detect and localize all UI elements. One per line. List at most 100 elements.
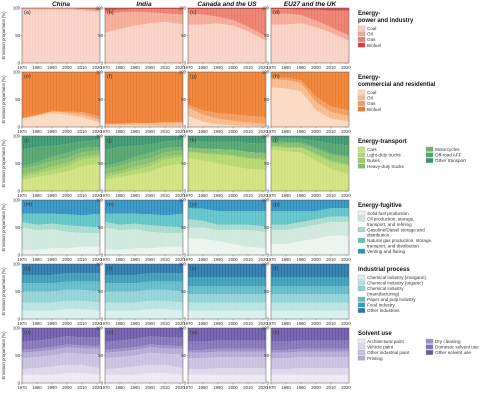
area-other-transport [105, 136, 183, 150]
y-tick-label: 100 [13, 198, 21, 203]
y-tick-label: 100 [179, 6, 187, 11]
x-tick-label: 1970 [266, 129, 276, 134]
x-tick-label: 1970 [100, 129, 110, 134]
x-tick-label: 2020 [175, 257, 185, 262]
area-gas [105, 122, 183, 124]
y-tick-label: 50 [264, 161, 269, 166]
legend-label-gas: Gas [367, 37, 376, 42]
x-tick-label: 2000 [62, 385, 72, 390]
x-tick-label: 1990 [47, 321, 57, 326]
x-tick-label: 2000 [62, 321, 72, 326]
legend-swatch [357, 31, 366, 37]
x-tick-label: 1970 [17, 65, 27, 70]
x-tick-label: 1990 [130, 65, 140, 70]
y-tick-label: 0 [184, 125, 187, 130]
y-tick-label: 100 [262, 6, 270, 11]
area-architectural-paint [188, 374, 266, 383]
x-tick-label: 1990 [47, 65, 57, 70]
x-tick-label: 1970 [183, 65, 193, 70]
x-tick-label: 1980 [32, 65, 42, 70]
y-tick-label: 100 [262, 262, 270, 267]
legend-label-other-industrial-paint: Other industrial paint [367, 350, 410, 355]
x-tick-label: 1970 [266, 385, 276, 390]
legend-swatch [357, 302, 366, 308]
y-tick-label: 50 [181, 353, 186, 358]
x-tick-label: 1970 [100, 385, 110, 390]
y-tick-label: 50 [98, 33, 103, 38]
x-tick-label: 1990 [296, 257, 306, 262]
panel-letter: (n) [107, 202, 114, 208]
x-tick-label: 2020 [258, 129, 268, 134]
area-oil [22, 111, 100, 123]
y-tick-label: 50 [181, 225, 186, 230]
area-printing [271, 351, 349, 359]
y-tick-label: 50 [98, 289, 103, 294]
area-biofuel [271, 72, 349, 111]
y-tick-label: 50 [264, 353, 269, 358]
x-tick-label: 1990 [296, 129, 306, 134]
legend-title: Energy- [358, 11, 380, 17]
legend-title: commercial and residential [358, 82, 436, 88]
area-chemical-industry-organic [271, 302, 349, 311]
legend-swatch [357, 216, 366, 222]
area-gasoline-diesel-storage-and-distribution [22, 222, 100, 233]
x-tick-label: 1970 [183, 193, 193, 198]
x-tick-label: 2010 [77, 385, 87, 390]
y-tick-label: 50 [15, 161, 20, 166]
x-tick-label: 1980 [32, 321, 42, 326]
x-tick-label: 2000 [311, 385, 321, 390]
area-gas [22, 111, 100, 120]
area-gasoline-diesel-storage-and-distribution [105, 222, 183, 233]
x-tick-label: 2000 [62, 129, 72, 134]
legend-swatch [357, 42, 366, 48]
legend-swatch [357, 227, 366, 233]
legend-label-food-industry: Food industry [367, 303, 396, 308]
y-tick-label: 0 [267, 317, 270, 322]
area-dry-cleaning [188, 348, 266, 353]
panel-letter: (q) [24, 266, 31, 272]
area-light-duty-trucks [188, 152, 266, 171]
y-tick-label: 100 [96, 198, 104, 203]
area-venting-and-flaring [22, 200, 100, 216]
x-tick-label: 2010 [326, 321, 336, 326]
y-tick-label: 0 [184, 189, 187, 194]
legend-label-dry-cleaning: Dry cleaning [435, 339, 461, 344]
x-tick-label: 2000 [311, 193, 321, 198]
legend-label-gas: Gas [367, 101, 376, 106]
area-oil [105, 122, 183, 126]
area-motorcycles [271, 141, 349, 158]
area-chemical-industry-inorganic [105, 309, 183, 319]
area-vehicle-paint [188, 368, 266, 375]
panel-a: (a)1970 1980 1990 2000 2010 2020050100Emissio… [1, 6, 102, 71]
area-other-solvent-use [271, 328, 349, 342]
x-tick-label: 1970 [266, 193, 276, 198]
x-tick-label: 2020 [92, 129, 102, 134]
area-coal [105, 21, 183, 63]
area-food-industry [271, 277, 349, 286]
area-vehicle-paint [271, 368, 349, 375]
panel-letter: (h) [273, 74, 280, 80]
x-tick-label: 2020 [341, 65, 351, 70]
x-tick-label: 1980 [198, 321, 208, 326]
x-tick-label: 2010 [77, 257, 87, 262]
y-tick-label: 100 [96, 326, 104, 331]
x-tick-label: 2000 [311, 65, 321, 70]
y-tick-label: 0 [267, 125, 270, 130]
y-tick-label: 0 [18, 61, 21, 66]
panel-letter: (c) [190, 10, 197, 16]
column-titles: China India Canada and the US EU27 and the … [52, 1, 338, 8]
y-tick-label: 0 [18, 381, 21, 386]
legend-swatch [357, 308, 366, 313]
legend-label-biofuel: Biofuel [367, 107, 381, 112]
legend-label-venting-and-flaring: Venting and flaring [367, 249, 406, 254]
area-biofuel [188, 8, 266, 10]
x-tick-label: 2010 [160, 257, 170, 262]
legend-swatch [357, 158, 366, 163]
x-tick-label: 1970 [183, 321, 193, 326]
x-tick-label: 2010 [326, 193, 336, 198]
y-tick-label: 100 [13, 134, 21, 139]
y-tick-label: 100 [13, 262, 21, 267]
area-chemical-industry-manufacturing [271, 294, 349, 303]
